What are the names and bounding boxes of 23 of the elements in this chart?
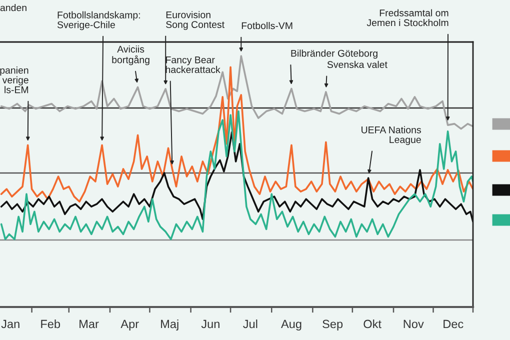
x-tick-label: Jul <box>243 320 258 328</box>
annotation: Eurovision Song Contest <box>166 11 224 30</box>
x-tick-label: Jan <box>1 320 20 328</box>
x-tick-label: Nov <box>404 320 424 328</box>
annotation: Fotbolls-VM <box>242 22 292 30</box>
x-tick-label: Mar <box>80 320 99 328</box>
annotation: UEFA Nations League <box>362 126 421 146</box>
x-tick-label: Aug <box>281 320 302 331</box>
x-tick-label: Jun <box>201 320 220 328</box>
text: anden <box>0 4 26 12</box>
x-tick-label: Feb <box>41 320 60 328</box>
x-tick-label: Maj <box>161 320 178 331</box>
annotation: Bilbränder Göteborg <box>291 50 378 59</box>
x-tick-label: Dec <box>444 320 464 328</box>
annotation: Fancy Bear hackerattack <box>166 56 220 74</box>
annotation: panien verige ls-EM <box>0 66 28 94</box>
x-tick-label: Okt <box>364 320 382 328</box>
annotation: Aviciis bortgång <box>112 45 150 66</box>
x-tick-label: Sep <box>322 320 343 331</box>
annotation: Fotbollslandskamp: Sverige-Chile <box>57 11 140 30</box>
annotation: Fredssamtal om Jemen i Stockholm <box>366 9 448 26</box>
x-tick-label: Apr <box>120 320 139 331</box>
annotation: Svenska valet <box>327 60 388 68</box>
